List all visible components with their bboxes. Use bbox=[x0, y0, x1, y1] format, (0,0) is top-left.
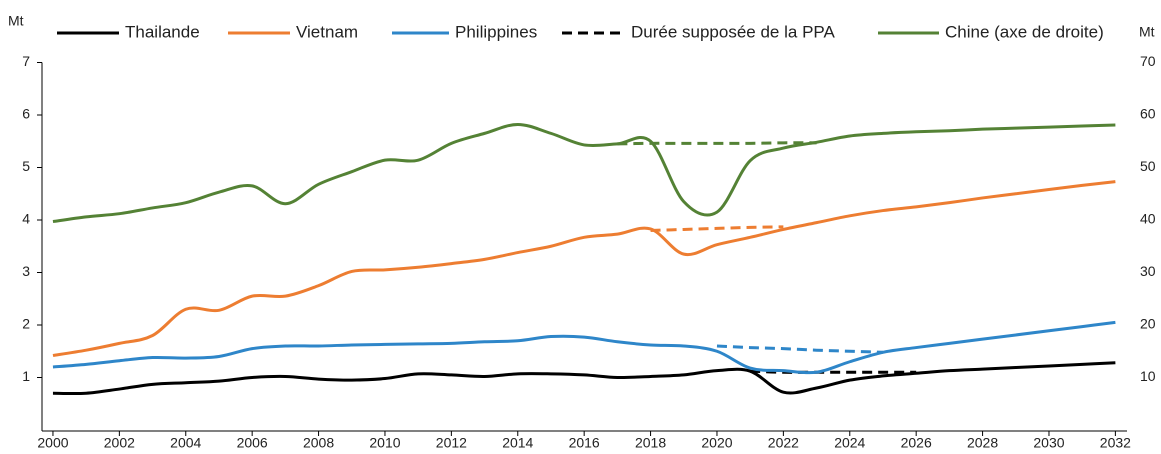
series-line bbox=[52, 180, 1116, 357]
legend-label: Chine (axe de droite) bbox=[945, 22, 1104, 41]
y2-tick-label: 20 bbox=[1140, 316, 1156, 332]
y-tick-label: 4 bbox=[22, 211, 30, 227]
y2-tick-label: 70 bbox=[1140, 53, 1156, 69]
x-tick-label: 2020 bbox=[701, 435, 732, 451]
x-tick-label: 2006 bbox=[237, 435, 268, 451]
legend-label: Vietnam bbox=[296, 22, 358, 41]
ppa-line bbox=[650, 225, 784, 232]
y2-tick-label: 10 bbox=[1140, 368, 1156, 384]
y-axis-unit: Mt bbox=[8, 13, 24, 29]
x-tick-label: 2002 bbox=[104, 435, 135, 451]
x-tick-label: 2032 bbox=[1100, 435, 1131, 451]
y2-tick-label: 60 bbox=[1140, 106, 1156, 122]
y-tick-label: 1 bbox=[22, 368, 30, 384]
y2-axis-unit: Mt bbox=[1139, 24, 1155, 40]
x-tick-label: 2026 bbox=[901, 435, 932, 451]
x-tick-label: 2024 bbox=[834, 435, 865, 451]
legend-label: Thailande bbox=[125, 22, 200, 41]
y2-tick-label: 50 bbox=[1140, 158, 1156, 174]
legend-label: Durée supposée de la PPA bbox=[631, 22, 835, 41]
series-line bbox=[52, 320, 1116, 375]
y-tick-label: 5 bbox=[22, 158, 30, 174]
y2-tick-label: 40 bbox=[1140, 211, 1156, 227]
x-tick-label: 2014 bbox=[502, 435, 533, 451]
x-tick-label: 2022 bbox=[768, 435, 799, 451]
y-tick-label: 2 bbox=[22, 316, 30, 332]
ppa-line bbox=[716, 344, 884, 354]
y-tick-label: 6 bbox=[22, 106, 30, 122]
x-tick-label: 2028 bbox=[967, 435, 998, 451]
y2-tick-label: 30 bbox=[1140, 263, 1156, 279]
x-tick-label: 2010 bbox=[369, 435, 400, 451]
y-tick-label: 7 bbox=[22, 53, 30, 69]
x-tick-label: 2004 bbox=[170, 435, 201, 451]
x-tick-label: 2018 bbox=[635, 435, 666, 451]
x-tick-label: 2012 bbox=[436, 435, 467, 451]
x-tick-label: 2000 bbox=[37, 435, 68, 451]
ppa-line bbox=[750, 369, 917, 374]
legend-label: Philippines bbox=[455, 22, 537, 41]
x-tick-label: 2030 bbox=[1033, 435, 1064, 451]
series-line bbox=[52, 122, 1116, 224]
x-tick-label: 2016 bbox=[569, 435, 600, 451]
ppa-line bbox=[617, 141, 817, 146]
series-line bbox=[52, 361, 1116, 396]
y-tick-label: 3 bbox=[22, 263, 30, 279]
x-tick-label: 2008 bbox=[303, 435, 334, 451]
